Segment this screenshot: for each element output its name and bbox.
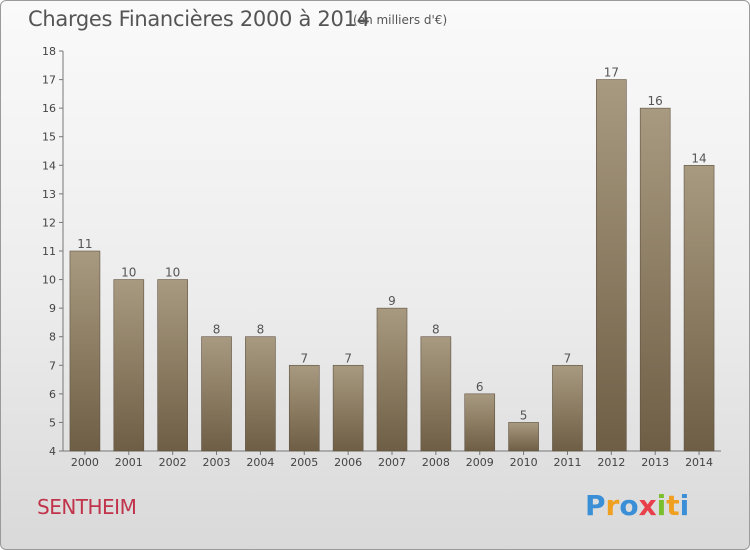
x-tick-label: 2008 [422, 456, 450, 469]
x-tick-label: 2005 [290, 456, 318, 469]
y-tick-label: 16 [42, 102, 56, 115]
chart-title: Charges Financières 2000 à 2014 [28, 7, 370, 31]
place-name: SENTHEIM [37, 495, 137, 519]
y-tick-label: 6 [49, 388, 56, 401]
y-tick-label: 8 [49, 331, 56, 344]
bar [508, 422, 539, 452]
data-label: 8 [432, 323, 440, 337]
x-tick-label: 2010 [510, 456, 538, 469]
x-tick-label: 2004 [246, 456, 274, 469]
bar [245, 336, 276, 452]
bar [376, 307, 408, 452]
bar [288, 364, 320, 452]
bar [69, 250, 101, 452]
y-tick-label: 10 [42, 274, 56, 287]
y-tick-label: 4 [49, 445, 56, 458]
data-label: 10 [165, 266, 180, 280]
data-label: 9 [388, 294, 396, 308]
bar [552, 364, 583, 452]
logo-letter: P [585, 489, 606, 522]
bar [113, 279, 145, 452]
logo-letter: o [619, 489, 639, 522]
x-tick-label: 2012 [597, 456, 625, 469]
data-label: 5 [520, 408, 528, 422]
data-label: 14 [691, 151, 706, 165]
x-tick-label: 2009 [466, 456, 494, 469]
bar [201, 336, 232, 452]
x-tick-label: 2013 [641, 456, 669, 469]
data-label: 7 [344, 351, 352, 365]
data-label: 11 [77, 237, 92, 251]
bar [596, 79, 627, 452]
y-tick-label: 17 [42, 74, 56, 87]
x-tick-label: 2002 [159, 456, 187, 469]
data-label: 6 [476, 380, 484, 394]
data-label: 7 [300, 351, 308, 365]
x-tick-label: 2006 [334, 456, 362, 469]
logo-letter: t [666, 489, 680, 522]
chart-subtitle: (en milliers d'€) [353, 13, 448, 27]
bar [157, 279, 188, 452]
data-label: 10 [121, 266, 136, 280]
y-tick-label: 14 [42, 159, 56, 172]
y-tick-label: 12 [42, 216, 56, 229]
x-tick-label: 2000 [71, 456, 99, 469]
x-tick-label: 2003 [203, 456, 231, 469]
bar [420, 336, 452, 452]
logo-letter: i [656, 489, 667, 522]
x-tick-label: 2007 [378, 456, 406, 469]
x-tick-label: 2014 [685, 456, 713, 469]
bar [464, 393, 496, 452]
y-tick-label: 7 [49, 359, 56, 372]
chart-axes: 4 5 6 7 8 9 10 11 12 13 14 15 16 17 18 2000 2001 2002 2003… [42, 45, 721, 469]
y-tick-label: 11 [42, 245, 56, 258]
data-label: 16 [648, 94, 663, 108]
y-tick-label: 18 [42, 45, 56, 58]
y-tick-label: 13 [42, 188, 56, 201]
chart-bars [69, 79, 715, 452]
logo-letter: r [605, 489, 620, 522]
data-label: 8 [213, 323, 221, 337]
bar [683, 164, 715, 452]
y-tick-label: 15 [42, 131, 56, 144]
proxiti-logo[interactable]: Proxiti [585, 489, 689, 522]
bar [639, 107, 671, 452]
x-tick-label: 2001 [115, 456, 143, 469]
y-tick-label: 9 [49, 302, 56, 315]
logo-letter: i [679, 489, 690, 522]
logo-letter: x [638, 489, 657, 522]
data-label: 7 [564, 351, 572, 365]
x-tick-label: 2011 [553, 456, 581, 469]
chart-data-labels: 11 10 10 8 8 7 7 9 8 6 5 7 17 16 14 [77, 66, 706, 423]
y-tick-label: 5 [49, 416, 56, 429]
data-label: 8 [257, 323, 265, 337]
data-label: 17 [604, 66, 619, 80]
bar [332, 364, 364, 452]
